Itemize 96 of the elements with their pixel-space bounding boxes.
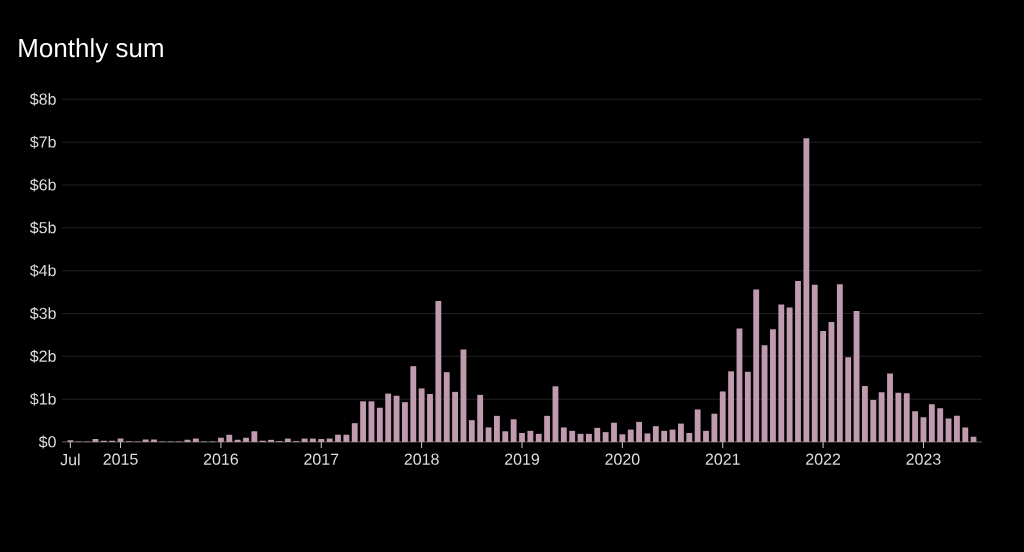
- bar: [870, 400, 877, 442]
- bar: [326, 438, 333, 442]
- bar: [769, 329, 776, 442]
- x-tick-label: Jul: [60, 453, 80, 466]
- bar: [928, 404, 935, 442]
- bar: [619, 434, 626, 442]
- bar: [142, 439, 149, 442]
- y-tick-label: $3b: [29, 307, 56, 320]
- x-tick-label: 2017: [304, 453, 339, 465]
- bar: [268, 439, 275, 442]
- bar: [611, 422, 617, 442]
- x-tick-label: 2020: [605, 453, 640, 465]
- x-tick-label: 2022: [806, 453, 841, 465]
- bar: [560, 427, 567, 442]
- bar: [535, 433, 542, 442]
- bar: [753, 289, 760, 442]
- y-tick-label: $4b: [29, 264, 56, 278]
- y-tick-label: $1b: [29, 392, 56, 406]
- chart-title: Monthly sum: [19, 38, 163, 63]
- y-tick-label: $2b: [29, 349, 56, 363]
- x-tick-label: 2019: [505, 453, 540, 465]
- bar: [962, 427, 969, 442]
- y-tick-label: $5b: [29, 221, 56, 235]
- bar: [468, 420, 475, 442]
- x-tick-label: 2016: [203, 453, 238, 465]
- bar: [452, 391, 459, 442]
- bar: [527, 430, 534, 442]
- bar: [953, 415, 960, 442]
- bar: [544, 415, 551, 442]
- bar: [493, 415, 500, 442]
- bar: [703, 430, 709, 442]
- y-tick-label: $7b: [29, 135, 56, 149]
- bar: [912, 411, 919, 442]
- bar: [686, 433, 693, 442]
- bar: [728, 371, 735, 442]
- bar: [234, 439, 241, 442]
- bar: [151, 439, 157, 442]
- bar: [217, 437, 224, 442]
- bar: [427, 394, 433, 442]
- bar: [477, 394, 484, 442]
- bar: [778, 304, 785, 442]
- bar: [661, 430, 668, 442]
- bar: [418, 388, 425, 442]
- bar: [594, 427, 601, 442]
- bar: [903, 393, 910, 442]
- bar: [711, 413, 718, 442]
- bar: [226, 434, 233, 442]
- bar: [309, 438, 316, 442]
- bar: [360, 401, 367, 442]
- bar: [895, 392, 902, 442]
- bar: [569, 430, 576, 442]
- bar: [820, 331, 827, 442]
- bar: [376, 407, 383, 442]
- x-tick-label: 2023: [906, 453, 941, 465]
- bar: [401, 402, 408, 442]
- bar: [335, 434, 341, 442]
- bar: [937, 408, 944, 442]
- bar: [627, 429, 634, 442]
- bar: [243, 437, 249, 442]
- bar: [677, 423, 684, 442]
- bar: [786, 307, 793, 442]
- bar: [811, 284, 818, 442]
- y-tick-label: $0: [38, 435, 56, 449]
- bar: [644, 433, 651, 442]
- bar: [192, 438, 199, 442]
- bar: [351, 423, 358, 442]
- bar: [343, 434, 350, 442]
- x-tick-label: 2018: [404, 453, 439, 465]
- bar: [719, 391, 726, 442]
- bar: [878, 392, 885, 442]
- bar: [861, 385, 868, 442]
- y-tick-label: $8b: [29, 92, 56, 106]
- bar: [694, 409, 701, 442]
- bar: [519, 433, 525, 442]
- y-tick-label: $6b: [29, 178, 56, 192]
- bar: [318, 439, 325, 442]
- bar: [443, 372, 450, 442]
- bar: [510, 419, 517, 442]
- bar: [284, 438, 291, 442]
- bar: [410, 366, 417, 442]
- bar: [585, 433, 592, 442]
- bar: [435, 301, 442, 442]
- bar: [602, 432, 609, 442]
- x-tick-label: 2021: [705, 453, 740, 465]
- bar: [836, 284, 843, 442]
- bar: [887, 373, 893, 442]
- bar: [845, 357, 852, 442]
- x-tick-label: 2015: [103, 453, 138, 465]
- bar: [385, 393, 392, 442]
- bar: [652, 426, 659, 442]
- bar: [502, 431, 509, 442]
- bar: [636, 421, 643, 442]
- bar: [251, 431, 258, 442]
- bar: [744, 371, 751, 442]
- bar: [795, 280, 801, 442]
- bar: [803, 138, 810, 442]
